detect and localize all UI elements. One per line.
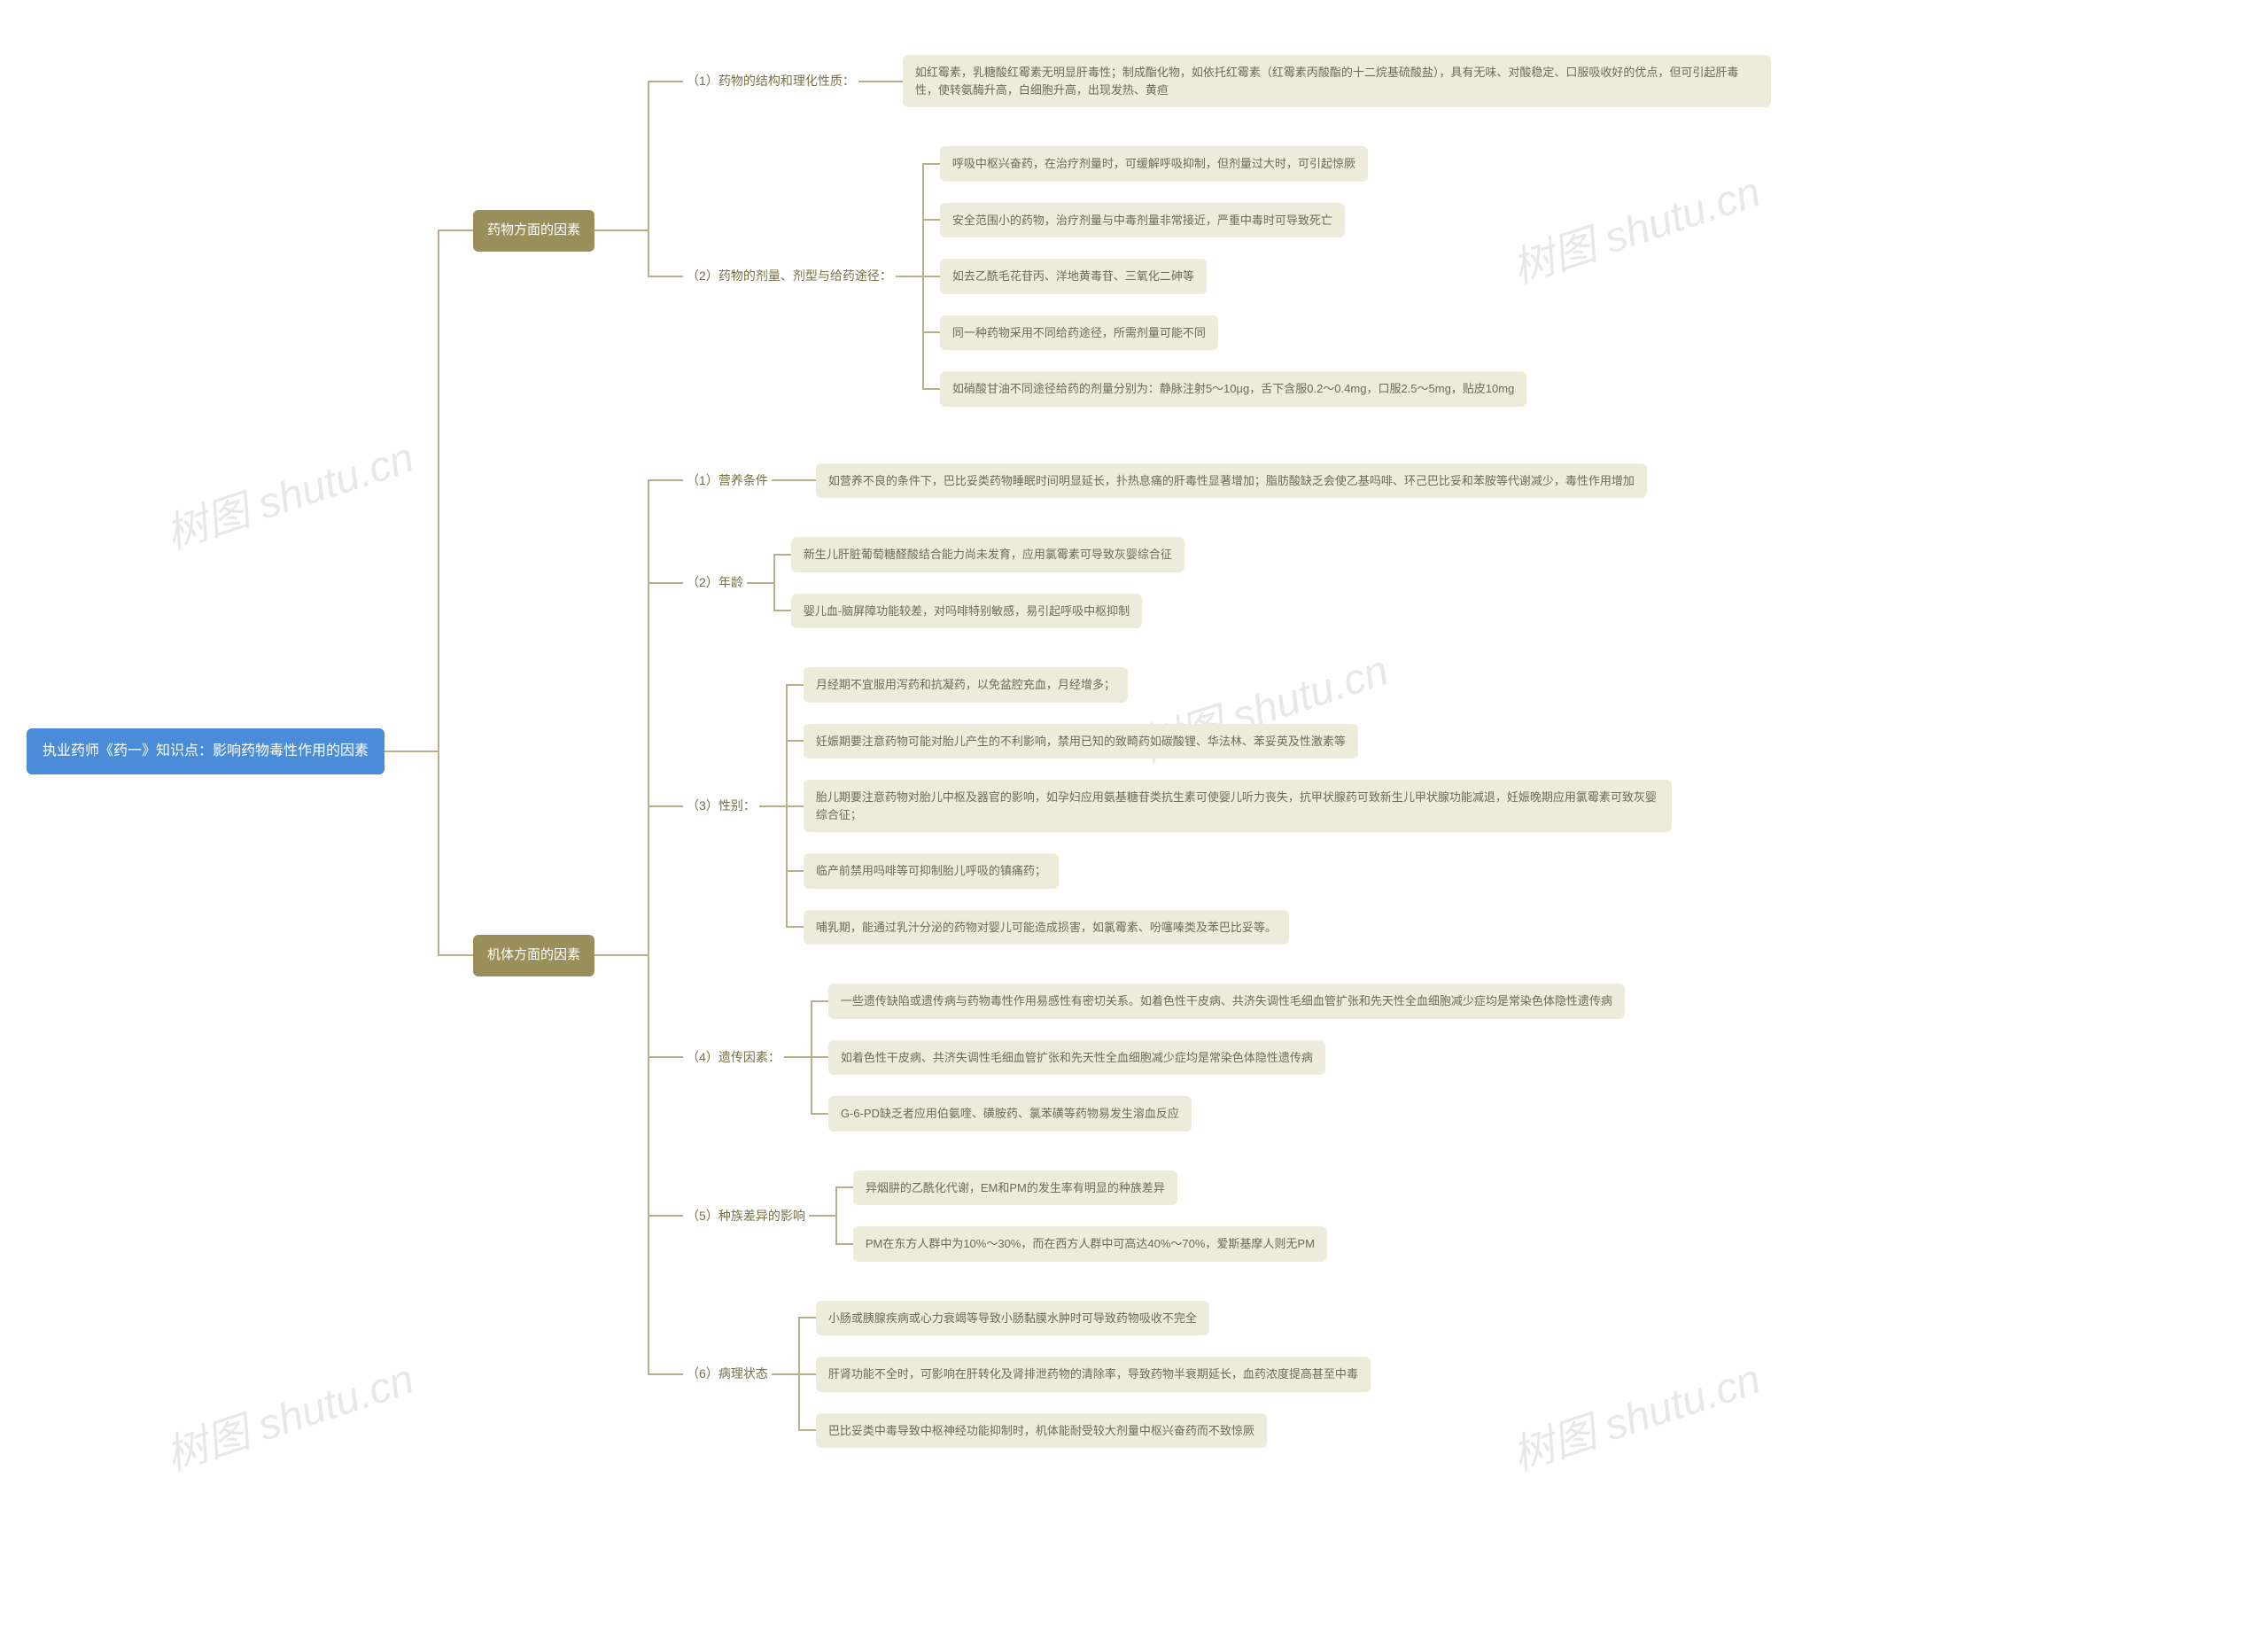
- leaf: 呼吸中枢兴奋药，在治疗剂量时，可缓解呼吸抑制，但剂量过大时，可引起惊厥: [940, 146, 1368, 182]
- leaf: 一些遗传缺陷或遗传病与药物毒性作用易感性有密切关系。如着色性干皮病、共济失调性毛…: [828, 984, 1625, 1019]
- leaf: 婴儿血-脑屏障功能较差，对吗啡特别敏感，易引起呼吸中枢抑制: [791, 594, 1142, 629]
- sub-structure[interactable]: （1）药物的结构和理化性质：: [683, 66, 858, 96]
- leaf: 哺乳期，能通过乳汁分泌的药物对婴儿可能造成损害，如氯霉素、吩噻嗪类及苯巴比妥等。: [804, 910, 1289, 945]
- leaf: 小肠或胰腺疾病或心力衰竭等导致小肠黏膜水肿时可导致药物吸收不完全: [816, 1301, 1209, 1336]
- leaf: 巴比妥类中毒导致中枢神经功能抑制时，机体能耐受较大剂量中枢兴奋药而不致惊厥: [816, 1413, 1267, 1449]
- leaf: 如红霉素，乳糖酸红霉素无明显肝毒性；制成酯化物，如依托红霉素（红霉素丙酸酯的十二…: [903, 55, 1771, 107]
- leaf: 如营养不良的条件下，巴比妥类药物睡眠时间明显延长，扑热息痛的肝毒性显著增加；脂肪…: [816, 463, 1647, 499]
- leaf: 胎儿期要注意药物对胎儿中枢及器官的影响，如孕妇应用氨基糖苷类抗生素可使婴儿听力丧…: [804, 780, 1672, 832]
- sub-genetic[interactable]: （4）遗传因素：: [683, 1043, 784, 1072]
- leaf: 如硝酸甘油不同途径给药的剂量分别为：静脉注射5～10μg，舌下含服0.2～0.4…: [940, 371, 1527, 407]
- leaf: 安全范围小的药物，治疗剂量与中毒剂量非常接近，严重中毒时可导致死亡: [940, 203, 1345, 238]
- level1-bracket: 药物方面的因素 （1）药物的结构和理化性质： 如红霉素，乳糖酸红霉素无明显肝毒性…: [438, 27, 1771, 1476]
- sub-nutrition[interactable]: （1）营养条件: [683, 466, 772, 495]
- leaf: 月经期不宜服用泻药和抗凝药，以免盆腔充血，月经增多；: [804, 667, 1128, 703]
- leaf: 临产前禁用吗啡等可抑制胎儿呼吸的镇痛药；: [804, 853, 1059, 889]
- branch-body-factors[interactable]: 机体方面的因素: [473, 935, 594, 976]
- sub-gender[interactable]: （3）性别：: [683, 791, 759, 821]
- root-node[interactable]: 执业药师《药一》知识点：影响药物毒性作用的因素: [27, 728, 384, 774]
- leaf: 如去乙酰毛花苷丙、洋地黄毒苷、三氧化二砷等: [940, 259, 1207, 294]
- leaf: 如着色性干皮病、共济失调性毛细血管扩张和先天性全血细胞减少症均是常染色体隐性遗传…: [828, 1040, 1325, 1076]
- leaf: G-6-PD缺乏者应用伯氨喹、磺胺药、氯苯磺等药物易发生溶血反应: [828, 1096, 1192, 1132]
- sub-dosage[interactable]: （2）药物的剂量、剂型与给药途径：: [683, 261, 896, 291]
- leaf: 肝肾功能不全时，可影响在肝转化及肾排泄药物的清除率，导致药物半衰期延长，血药浓度…: [816, 1357, 1371, 1392]
- branch-drug-factors[interactable]: 药物方面的因素: [473, 210, 594, 252]
- leaf: 新生儿肝脏葡萄糖醛酸结合能力尚未发育，应用氯霉素可导致灰婴综合征: [791, 537, 1184, 572]
- sub-age[interactable]: （2）年龄: [683, 568, 747, 597]
- sub-pathology[interactable]: （6）病理状态: [683, 1359, 772, 1388]
- leaf: 妊娠期要注意药物可能对胎儿产生的不利影响，禁用已知的致畸药如碳酸锂、华法林、苯妥…: [804, 724, 1358, 759]
- leaf: PM在东方人群中为10%～30%，而在西方人群中可高达40%～70%，爱斯基摩人…: [853, 1226, 1327, 1262]
- leaf: 同一种药物采用不同给药途径，所需剂量可能不同: [940, 315, 1218, 351]
- leaf: 异烟肼的乙酰化代谢，EM和PM的发生率有明显的种族差异: [853, 1171, 1177, 1206]
- sub-ethnicity[interactable]: （5）种族差异的影响: [683, 1202, 809, 1231]
- mindmap: 执业药师《药一》知识点：影响药物毒性作用的因素 药物方面的因素 （1）药物的结构…: [27, 27, 2241, 1476]
